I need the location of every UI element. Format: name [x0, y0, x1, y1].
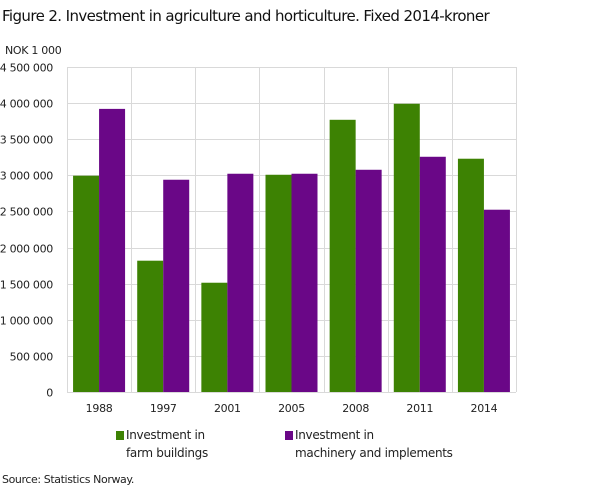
bar-farm-buildings-2011	[393, 103, 420, 392]
x-tick-label: 2001	[214, 402, 241, 415]
bar-machinery-2011	[419, 156, 446, 392]
y-tick-label: 4 500 000	[0, 62, 53, 75]
y-axis-unit-label: NOK 1 000	[5, 44, 62, 57]
x-tick-label: 1988	[86, 402, 113, 415]
x-tick-label: 2011	[406, 402, 433, 415]
chart-title: Figure 2. Investment in agriculture and …	[2, 7, 490, 25]
bar-farm-buildings-1988	[73, 175, 100, 392]
y-tick-label: 500 000	[10, 351, 54, 364]
bar-farm-buildings-1997	[137, 260, 164, 392]
legend-swatch-farm-buildings	[116, 431, 124, 440]
bar-machinery-2005	[291, 173, 318, 392]
y-tick-label: 3 500 000	[0, 134, 53, 147]
bar-farm-buildings-2001	[201, 282, 228, 392]
bar-machinery-1997	[163, 179, 190, 392]
y-tick-label: 0	[46, 387, 53, 400]
legend-label-line: Investment in	[126, 428, 205, 442]
bar-machinery-2001	[227, 173, 254, 392]
legend-label-line: Investment in	[295, 428, 374, 442]
y-tick-label: 4 000 000	[0, 98, 53, 111]
source-note: Source: Statistics Norway.	[2, 473, 135, 486]
x-tick-label: 2005	[278, 402, 305, 415]
bar-machinery-2008	[355, 169, 382, 392]
y-tick-label: 2 500 000	[0, 206, 53, 219]
bar-chart: 0 500 000 1 000 000 1 500 000 2 000 000 2 500…	[0, 62, 517, 415]
y-tick-label: 1 000 000	[0, 315, 53, 328]
bar-farm-buildings-2005	[265, 174, 292, 392]
bar-machinery-2014	[483, 209, 510, 392]
x-tick-label: 2014	[471, 402, 498, 415]
bar-farm-buildings-2014	[457, 158, 484, 392]
y-tick-label: 2 000 000	[0, 243, 53, 256]
y-tick-label: 1 500 000	[0, 279, 53, 292]
x-tick-label: 2008	[342, 402, 369, 415]
bar-farm-buildings-2008	[329, 119, 356, 393]
x-tick-label: 1997	[150, 402, 177, 415]
legend-label-line: farm buildings	[126, 446, 208, 460]
legend-swatch-machinery	[285, 431, 293, 440]
legend-label-line: machinery and implements	[295, 446, 453, 460]
y-tick-label: 3 000 000	[0, 170, 53, 183]
bar-machinery-1988	[99, 108, 126, 392]
